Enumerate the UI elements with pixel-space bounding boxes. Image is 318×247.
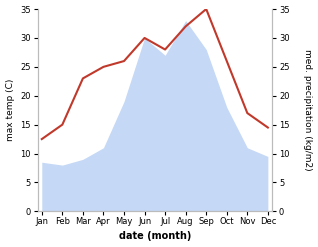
X-axis label: date (month): date (month) [119, 231, 191, 242]
Y-axis label: max temp (C): max temp (C) [5, 79, 15, 141]
Y-axis label: med. precipitation (kg/m2): med. precipitation (kg/m2) [303, 49, 313, 171]
